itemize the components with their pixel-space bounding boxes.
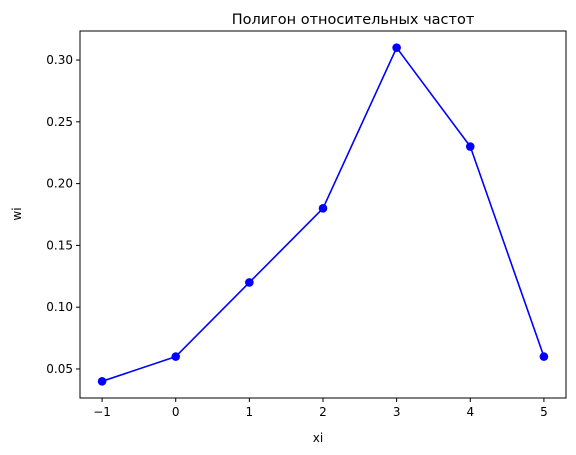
y-tick-label: 0.20 (46, 177, 73, 191)
y-tick-label: 0.10 (46, 300, 73, 314)
plot-series (97, 43, 549, 386)
data-point (97, 377, 107, 386)
y-tick-label: 0.15 (46, 238, 73, 252)
data-point (171, 352, 181, 361)
data-point (539, 352, 549, 361)
y-axis-ticks: 0.05 0.10 0.15 0.20 0.25 0.30 (46, 53, 80, 376)
x-tick-label: 3 (393, 405, 401, 419)
y-tick-label: 0.25 (46, 115, 73, 129)
x-tick-label: −1 (93, 405, 111, 419)
x-axis-ticks: −1 0 1 2 3 4 5 (93, 398, 548, 419)
x-tick-label: 0 (172, 405, 180, 419)
data-point (465, 142, 475, 151)
x-tick-label: 5 (540, 405, 548, 419)
data-point (318, 204, 328, 213)
y-tick-label: 0.05 (46, 362, 73, 376)
x-tick-label: 1 (246, 405, 254, 419)
y-tick-label: 0.30 (46, 53, 73, 67)
chart-title: Полигон относительных частот (232, 12, 475, 28)
x-tick-label: 2 (319, 405, 327, 419)
y-axis-label: wi (10, 207, 24, 220)
data-point (392, 43, 401, 52)
x-tick-label: 4 (466, 405, 474, 419)
data-point (245, 278, 254, 287)
series-line (101, 46, 545, 383)
plot-area-frame (79, 30, 567, 399)
x-axis-label: xi (313, 431, 323, 445)
